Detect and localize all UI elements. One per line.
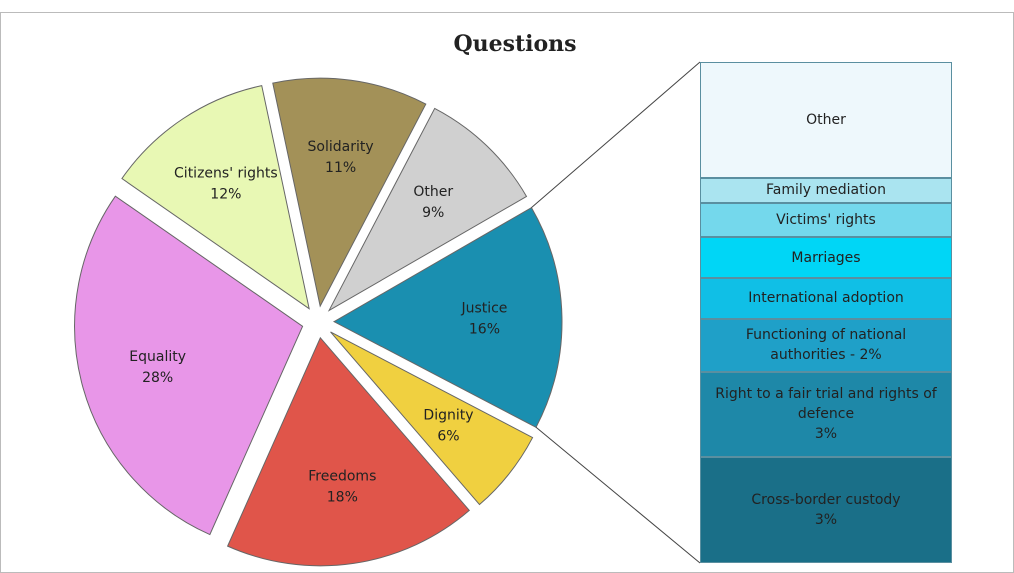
bar-segment: Other <box>700 62 952 178</box>
slice-value-label: 9% <box>422 205 444 221</box>
bar-value-label: 3% <box>814 511 838 528</box>
slice-label: Equality <box>129 349 186 365</box>
bar-segment: Marriages <box>700 237 952 279</box>
connector-line <box>531 61 701 209</box>
slice-value-label: 12% <box>210 186 241 202</box>
pie-slice <box>272 77 427 308</box>
slice-label: Dignity <box>423 407 473 423</box>
slice-label: Solidarity <box>308 139 374 155</box>
pie-slice <box>327 107 528 312</box>
bar-label: Victims' rights <box>776 212 876 229</box>
bar-segment: Right to a fair trial and rights of defe… <box>700 371 952 457</box>
chart-title: Questions <box>453 31 576 57</box>
bar-segment: Family mediation <box>700 177 952 203</box>
slice-value-label: 11% <box>325 160 356 176</box>
bar-segment: Functioning of national authorities - 2% <box>700 318 952 372</box>
slice-label: Justice <box>460 301 507 317</box>
bar-segment: Cross-border custody 3% <box>700 456 952 563</box>
slice-value-label: 16% <box>469 322 500 338</box>
pie-slice <box>332 206 563 428</box>
bar-label: Cross-border custody <box>751 491 901 508</box>
slice-label: Other <box>413 184 453 200</box>
connector-line <box>535 426 701 564</box>
bar-label: Family mediation <box>766 182 886 199</box>
bar-label: Functioning of national authorities - 2% <box>745 327 907 364</box>
bar-label: Marriages <box>791 249 861 266</box>
slice-value-label: 18% <box>327 490 358 506</box>
pie-slice <box>121 85 310 310</box>
slice-value-label: 6% <box>437 428 459 444</box>
pie-slice <box>226 336 471 567</box>
pie-slice <box>74 195 304 536</box>
pie-slice <box>330 331 534 506</box>
bar-segment: Victims' rights <box>700 202 952 238</box>
bar-label: Other <box>806 111 846 128</box>
slice-value-label: 28% <box>142 370 173 386</box>
bar-label: Right to a fair trial and rights of defe… <box>715 386 937 423</box>
bar-segment: International adoption <box>700 278 952 319</box>
bar-value-label: 3% <box>814 426 838 443</box>
bar-label: International adoption <box>748 290 904 307</box>
slice-label: Citizens' rights <box>174 165 278 181</box>
slice-label: Freedoms <box>308 469 376 485</box>
